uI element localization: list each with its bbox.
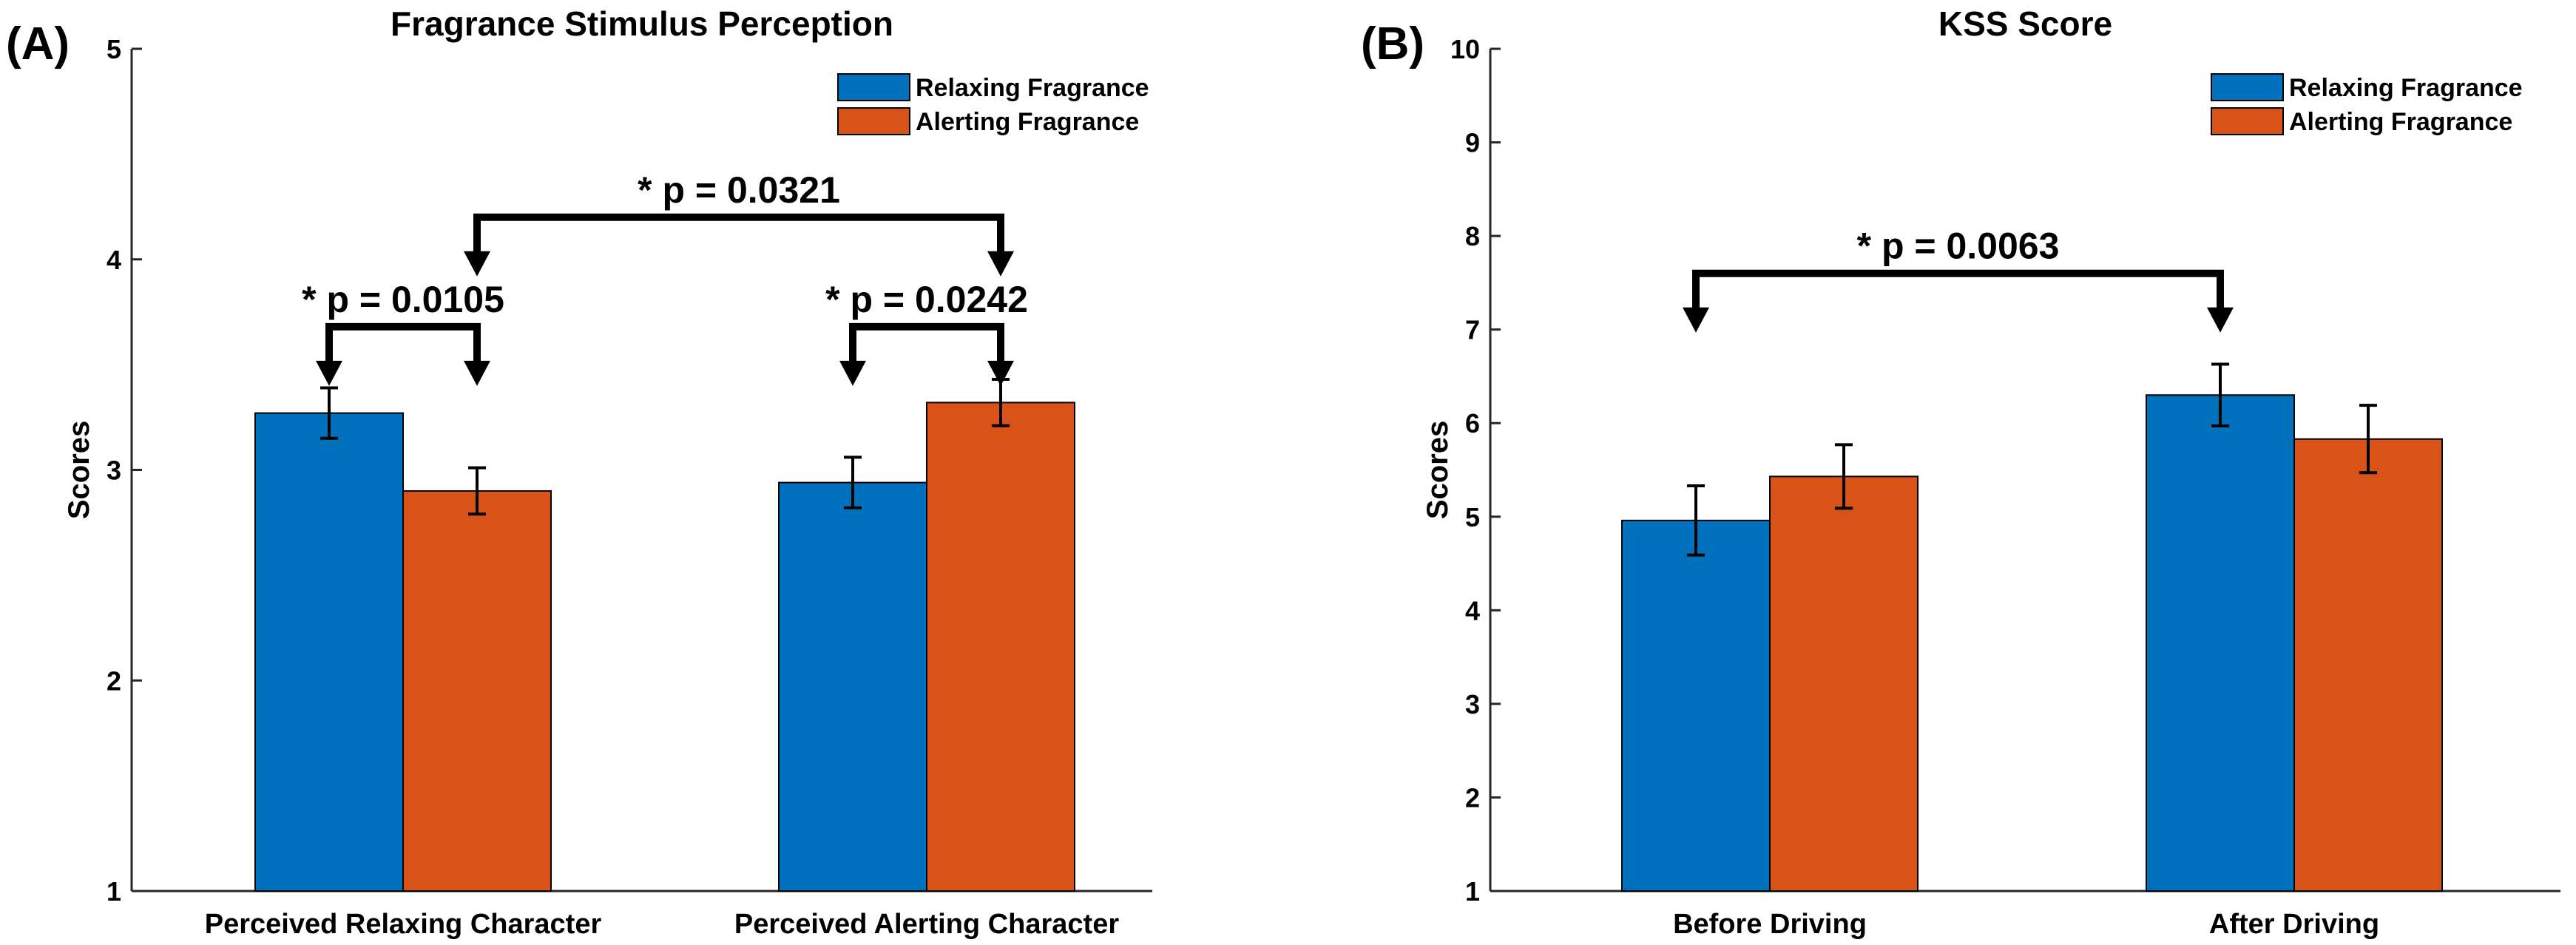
significance-bracket: * p = 0.0321: [464, 169, 1014, 277]
y-tick-label: 8: [1465, 221, 1480, 251]
arrow-down-icon: [2207, 307, 2234, 333]
y-tick-label: 10: [1450, 34, 1480, 64]
arrow-down-icon: [464, 360, 490, 386]
y-tick-label: 7: [1465, 315, 1480, 345]
legend: Relaxing Fragrance Alerting Fragrance: [837, 73, 1149, 136]
error-bar: [844, 455, 862, 509]
bar-alerting: [402, 490, 552, 892]
p-value-label: * p = 0.0242: [825, 279, 1028, 320]
legend-swatch: [837, 73, 910, 101]
panel-a: (A) Fragrance Stimulus Perception 1 2 3 4 5 Sco…: [6, 4, 1152, 940]
p-value-label: * p = 0.0105: [302, 279, 504, 320]
bar-alerting: [1769, 475, 1919, 892]
y-axis-label: Scores: [63, 421, 95, 519]
y-tick-label: 1: [1465, 876, 1480, 907]
y-tick-label: 5: [107, 34, 121, 64]
legend-swatch: [837, 107, 910, 135]
panel-label: (B): [1361, 18, 1424, 70]
arrow-down-icon: [987, 360, 1014, 386]
arrow-down-icon: [1683, 307, 1709, 333]
panel-b: (B) KSS Score 1 2 3 4 5 6 7 8 9 10 Scores Before Driv…: [1361, 4, 2560, 940]
bar-relaxing: [778, 481, 927, 892]
legend: Relaxing Fragrance Alerting Fragrance: [2211, 73, 2523, 136]
bar-alerting: [2293, 438, 2443, 892]
x-tick-label: After Driving: [2209, 909, 2379, 940]
x-tick-label: Perceived Alerting Character: [734, 909, 1119, 940]
p-value-label: * p = 0.0063: [1857, 226, 2060, 267]
error-bar: [468, 466, 486, 516]
arrow-down-icon: [464, 251, 490, 277]
y-tick-label: 6: [1465, 408, 1480, 438]
error-bar: [2211, 362, 2229, 428]
y-tick-label: 4: [107, 245, 121, 275]
p-value-label: * p = 0.0321: [638, 169, 840, 211]
x-tick-label: Before Driving: [1673, 909, 1867, 940]
y-tick-label: 3: [1465, 689, 1480, 719]
arrow-down-icon: [987, 251, 1014, 277]
y-tick-label: 5: [1465, 502, 1480, 532]
legend-label: Alerting Fragrance: [2289, 108, 2512, 136]
error-bar: [2359, 404, 2377, 475]
legend-swatch: [2211, 73, 2284, 101]
legend-label: Relaxing Fragrance: [916, 74, 1149, 102]
chart-title: KSS Score: [1938, 4, 2112, 43]
bar-alerting: [926, 402, 1075, 892]
x-tick-label: Perceived Relaxing Character: [205, 909, 602, 940]
significance-bracket: * p = 0.0063: [1683, 226, 2234, 333]
y-tick-label: 3: [107, 455, 121, 486]
panel-label: (A): [6, 18, 70, 70]
y-tick-label: 1: [107, 876, 121, 907]
bar-relaxing: [1621, 519, 1771, 892]
y-tick-label: 2: [1465, 782, 1480, 813]
bar-relaxing: [254, 412, 404, 892]
error-bar: [1835, 443, 1853, 510]
y-axis-label: Scores: [1421, 421, 1454, 519]
y-tick-label: 4: [1465, 595, 1480, 626]
legend-swatch: [2211, 107, 2284, 135]
bar-relaxing: [2146, 394, 2295, 892]
y-tick-label: 2: [107, 665, 121, 696]
legend-label: Relaxing Fragrance: [2289, 74, 2523, 102]
legend-label: Alerting Fragrance: [916, 108, 1139, 136]
significance-bracket: * p = 0.0242: [825, 279, 1028, 386]
error-bar: [1687, 484, 1705, 557]
chart-title: Fragrance Stimulus Perception: [391, 4, 893, 43]
arrow-down-icon: [316, 360, 342, 386]
arrow-down-icon: [839, 360, 866, 386]
error-bar: [320, 386, 338, 440]
significance-bracket: * p = 0.0105: [302, 279, 504, 386]
y-tick-label: 9: [1465, 128, 1480, 158]
